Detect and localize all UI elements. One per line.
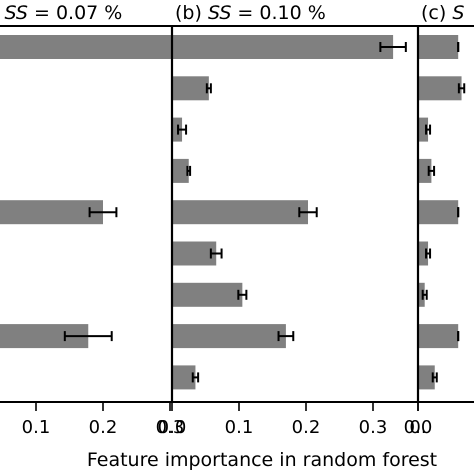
bar xyxy=(418,117,429,142)
panel-0: 0.1 0.2 0.3 (a) SS = 0.07 % xyxy=(0,2,194,438)
x-tick-label: 0.1 xyxy=(22,417,51,438)
panels-group: 0.1 0.2 0.3 (a) SS = 0.07 % 0.0 0.1 0.2 0.3 (b) … xyxy=(0,2,474,438)
panel-title-variable: S xyxy=(452,2,464,24)
x-tick-label: 0.3 xyxy=(359,417,388,438)
bar xyxy=(418,200,459,225)
bar xyxy=(418,158,432,183)
bar xyxy=(0,35,191,59)
panel-title-variable: SS xyxy=(208,2,231,24)
bar xyxy=(172,282,243,307)
bar xyxy=(172,117,183,142)
panel-title-prefix: (b) xyxy=(175,2,208,24)
bar xyxy=(172,324,286,349)
panel-title: (a) SS = 0.07 % xyxy=(0,2,122,24)
panel-title-suffix: = 0.07 % xyxy=(28,2,122,24)
bar xyxy=(418,35,459,59)
x-tick-label: 0.0 xyxy=(158,417,187,438)
bar xyxy=(172,200,309,225)
bar xyxy=(172,365,196,390)
bar xyxy=(0,200,103,225)
x-tick-label: 0.0 xyxy=(404,417,433,438)
bar xyxy=(172,241,217,266)
axis-spines xyxy=(0,25,474,403)
panel-title-variable: SS xyxy=(5,2,28,24)
bar xyxy=(172,35,394,59)
panel-2: 0.00. (c) S xyxy=(404,2,466,438)
x-tick-label: 0.1 xyxy=(225,417,254,438)
panel-1: 0.0 0.1 0.2 0.3 (b) SS = 0.10 % xyxy=(158,2,407,438)
bar xyxy=(172,158,189,183)
x-tick-label: 0.2 xyxy=(292,417,321,438)
x-axis-label: Feature importance in random forest xyxy=(87,449,437,471)
x-tick-label: 0.2 xyxy=(89,417,118,438)
panel-title-prefix: (c) xyxy=(421,2,452,24)
panel-title: (b) SS = 0.10 % xyxy=(175,2,326,24)
bar xyxy=(418,282,425,307)
panel-title: (c) S xyxy=(421,2,464,24)
x-tick-label: 0. xyxy=(409,417,426,438)
panel-title-suffix: = 0.10 % xyxy=(231,2,325,24)
x-tick-label: 0.3 xyxy=(156,417,185,438)
bar xyxy=(418,324,459,349)
bar xyxy=(172,76,209,101)
bar xyxy=(418,76,462,101)
bar xyxy=(418,365,435,390)
panel-title-prefix: (a) xyxy=(0,2,5,24)
bar xyxy=(418,241,429,266)
